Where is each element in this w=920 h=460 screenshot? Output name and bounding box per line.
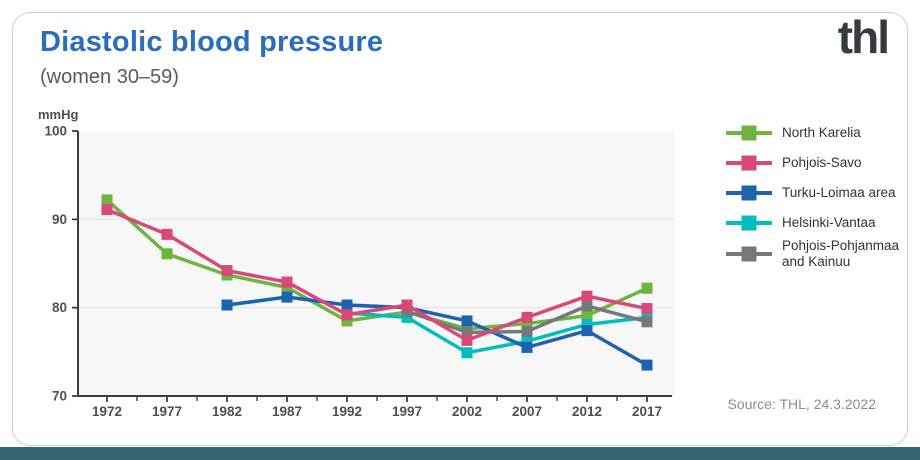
legend-square-icon bbox=[741, 185, 757, 201]
plot-area bbox=[78, 131, 675, 396]
data-point bbox=[161, 248, 173, 260]
data-point bbox=[641, 282, 653, 294]
legend-label: North Karelia bbox=[782, 125, 861, 140]
y-axis-unit-label: mmHg bbox=[38, 107, 79, 122]
legend-label: Turku-Loimaa area bbox=[782, 185, 896, 200]
x-tick-label: 1982 bbox=[212, 404, 242, 419]
chart-legend: North Karelia Pohjois-Savo Turku-Loimaa ar… bbox=[726, 118, 911, 270]
data-point bbox=[401, 305, 413, 317]
data-point bbox=[581, 318, 593, 330]
data-point bbox=[461, 334, 473, 346]
legend-marker-icon bbox=[726, 246, 772, 262]
legend-item: Pohjois-Savo bbox=[726, 148, 911, 178]
legend-square-icon bbox=[741, 125, 757, 141]
data-point bbox=[641, 303, 653, 315]
x-tick-label: 1992 bbox=[332, 404, 362, 419]
data-point bbox=[341, 309, 353, 321]
x-tick-label: 2012 bbox=[572, 404, 602, 419]
chart-subtitle: (women 30–59) bbox=[40, 66, 179, 88]
legend-item: Turku-Loimaa area bbox=[726, 178, 911, 208]
page-title: Diastolic blood pressure bbox=[40, 26, 384, 58]
data-point bbox=[581, 290, 593, 302]
data-point bbox=[341, 315, 353, 327]
data-point bbox=[461, 326, 473, 338]
thl-logo: thl bbox=[837, 11, 890, 63]
x-tick-label: 1972 bbox=[92, 404, 122, 419]
legend-square-icon bbox=[741, 215, 757, 231]
legend-label: Helsinki-Vantaa bbox=[782, 215, 876, 230]
legend-marker-icon bbox=[726, 215, 772, 231]
series-line-turku-loimaa-area bbox=[226, 295, 648, 367]
data-point bbox=[401, 299, 413, 311]
data-point bbox=[521, 341, 533, 353]
legend-square-icon bbox=[741, 246, 757, 262]
y-tick-label: 70 bbox=[52, 389, 67, 404]
x-tick-label: 2007 bbox=[512, 404, 542, 419]
data-point bbox=[581, 325, 593, 337]
data-point bbox=[581, 300, 593, 312]
x-tick-label: 2002 bbox=[452, 404, 482, 419]
source-text: Source: THL, 24.3.2022 bbox=[727, 396, 876, 412]
legend-item: North Karelia bbox=[726, 118, 911, 148]
data-point bbox=[281, 291, 293, 303]
y-tick-label: 80 bbox=[52, 300, 67, 315]
bottom-brand-bar bbox=[0, 447, 920, 460]
legend-label: Pohjois-Pohjanmaa and Kainuu bbox=[782, 238, 900, 269]
data-point bbox=[581, 310, 593, 322]
data-point bbox=[281, 276, 293, 288]
data-point bbox=[521, 311, 533, 323]
y-tick-label: 90 bbox=[52, 212, 67, 227]
x-tick-label: 1997 bbox=[392, 404, 422, 419]
data-point bbox=[521, 335, 533, 347]
series-line-pohjois-savo bbox=[106, 207, 648, 343]
data-point bbox=[401, 311, 413, 323]
legend-marker-icon bbox=[726, 125, 772, 141]
legend-marker-icon bbox=[726, 185, 772, 201]
legend-marker-icon bbox=[726, 155, 772, 171]
data-point bbox=[641, 316, 653, 328]
y-tick-label: 100 bbox=[44, 124, 67, 139]
legend-square-icon bbox=[741, 155, 757, 171]
legend-item: Pohjois-Pohjanmaa and Kainuu bbox=[726, 238, 911, 270]
legend-item: Helsinki-Vantaa bbox=[726, 208, 911, 238]
data-point bbox=[461, 315, 473, 327]
series-line-helsinki-vantaa bbox=[346, 311, 648, 355]
data-point bbox=[521, 326, 533, 338]
data-point bbox=[101, 194, 113, 206]
x-tick-label: 1987 bbox=[272, 404, 302, 419]
data-point bbox=[221, 299, 233, 311]
data-point bbox=[161, 228, 173, 240]
legend-label: Pohjois-Savo bbox=[782, 155, 862, 170]
data-point bbox=[221, 265, 233, 277]
data-point bbox=[641, 359, 653, 371]
x-tick-label: 2017 bbox=[632, 404, 662, 419]
data-point bbox=[521, 318, 533, 330]
data-point bbox=[461, 347, 473, 359]
data-point bbox=[341, 299, 353, 311]
x-tick-label: 1977 bbox=[152, 404, 182, 419]
data-point bbox=[101, 204, 113, 216]
